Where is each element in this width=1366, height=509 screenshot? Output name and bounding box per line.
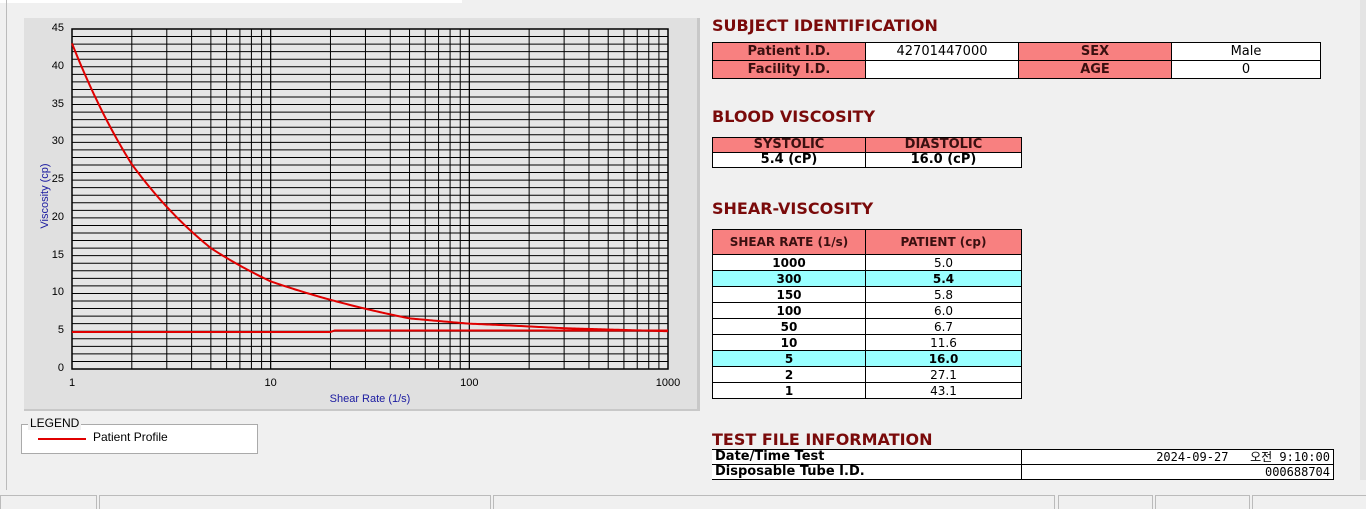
systolic-label: SYSTOLIC (712, 137, 866, 153)
shear-row: 1 43.1 (712, 382, 1022, 399)
status-panel (493, 495, 1055, 509)
viscosity-chart (71, 28, 669, 370)
shear-row: 2 27.1 (712, 366, 1022, 383)
y-tick-label: 10 (51, 286, 64, 299)
subject-table: Patient I.D. 42701447000 SEX Male Facility … (712, 42, 1321, 79)
tube-id-value: 000688704 (1021, 464, 1334, 480)
diastolic-value: 16.0 (cP) (865, 152, 1022, 168)
shear-viscosity-title: SHEAR-VISCOSITY (712, 199, 874, 218)
legend-swatch (38, 438, 86, 440)
age-value: 0 (1171, 60, 1321, 79)
status-panel (1252, 495, 1366, 509)
plot-border (71, 28, 669, 370)
age-label: AGE (1018, 60, 1172, 79)
plot-area (71, 28, 669, 370)
shear-row: 100 6.0 (712, 302, 1022, 319)
test-file-title: TEST FILE INFORMATION (712, 430, 933, 449)
status-panel (99, 495, 491, 509)
top-input-strip (0, 0, 462, 3)
series-line (72, 329, 668, 333)
patient-value-cell: 6.7 (865, 318, 1022, 335)
shear-row: 150 5.8 (712, 286, 1022, 303)
patient-value-cell: 11.6 (865, 334, 1022, 351)
shear-row: 5 16.0 (712, 350, 1022, 367)
y-tick-label: 30 (51, 135, 64, 148)
datetime-label: Date/Time Test (712, 449, 1022, 465)
diastolic-label: DIASTOLIC (865, 137, 1022, 153)
patient-value-cell: 43.1 (865, 382, 1022, 399)
sex-label: SEX (1018, 42, 1172, 61)
y-tick-label: 45 (51, 22, 64, 34)
patient-id-value: 42701447000 (865, 42, 1019, 61)
status-panel (1058, 495, 1153, 509)
x-tick-label: 100 (460, 377, 479, 389)
y-tick-label: 0 (57, 362, 64, 374)
patient-value-cell: 5.0 (865, 254, 1022, 271)
y-tick-label: 15 (51, 248, 64, 261)
shear-row: 1000 5.0 (712, 254, 1022, 271)
shear-rate-header: SHEAR RATE (1/s) (712, 229, 866, 255)
tube-id-label: Disposable Tube I.D. (712, 464, 1022, 480)
y-tick-label: 5 (57, 324, 64, 337)
datetime-value: 2024-09-27 오전 9:10:00 (1021, 449, 1334, 465)
patient-value-cell: 5.4 (865, 270, 1022, 287)
shear-rate-cell: 2 (712, 366, 866, 383)
facility-id-label: Facility I.D. (712, 60, 866, 79)
test-file-table: Date/Time Test 2024-09-27 오전 9:10:00 Disp… (712, 449, 1334, 480)
shear-rate-cell: 5 (712, 350, 866, 367)
y-tick-label: 40 (51, 59, 64, 72)
x-tick-label: 1 (68, 377, 76, 389)
shear-rate-cell: 100 (712, 302, 866, 319)
legend-title: LEGEND (28, 416, 82, 430)
shear-rate-cell: 150 (712, 286, 866, 303)
y-tick-label: 35 (51, 97, 64, 110)
blood-viscosity-table: SYSTOLIC DIASTOLIC 5.4 (cP) 16.0 (cP) (712, 137, 1022, 168)
x-tick-label: 10 (264, 377, 277, 389)
shear-rate-cell: 1 (712, 382, 866, 399)
facility-id-value (865, 60, 1019, 79)
patient-value-cell: 16.0 (865, 350, 1022, 367)
scrollbar[interactable] (1360, 0, 1366, 480)
y-tick-label: 25 (51, 173, 64, 186)
shear-rate-cell: 50 (712, 318, 866, 335)
shear-rate-cell: 10 (712, 334, 866, 351)
sex-value: Male (1171, 42, 1321, 61)
blood-viscosity-title: BLOOD VISCOSITY (712, 107, 876, 126)
shear-row: 300 5.4 (712, 270, 1022, 287)
patient-value-cell: 5.8 (865, 286, 1022, 303)
shear-rate-cell: 300 (712, 270, 866, 287)
left-border (0, 0, 7, 490)
subject-title: SUBJECT IDENTIFICATION (712, 16, 938, 35)
shear-viscosity-table: SHEAR RATE (1/s) PATIENT (cp) 1000 5.0 300 5… (712, 229, 1022, 399)
shear-row: 50 6.7 (712, 318, 1022, 335)
status-panel (0, 495, 97, 509)
y-tick-label: 20 (51, 210, 64, 223)
systolic-value: 5.4 (cP) (712, 152, 866, 168)
x-axis-label: Shear Rate (1/s) (329, 393, 411, 405)
shear-rate-cell: 1000 (712, 254, 866, 271)
status-panel (1155, 495, 1250, 509)
series-line (71, 42, 669, 333)
y-axis-label: Viscosity (cp) (39, 163, 51, 229)
patient-value-cell: 6.0 (865, 302, 1022, 319)
patient-value-cell: 27.1 (865, 366, 1022, 383)
legend-label: Patient Profile (93, 430, 168, 444)
x-tick-label: 1000 (655, 377, 681, 389)
patient-header: PATIENT (cp) (865, 229, 1022, 255)
shear-row: 10 11.6 (712, 334, 1022, 351)
patient-id-label: Patient I.D. (712, 42, 866, 61)
